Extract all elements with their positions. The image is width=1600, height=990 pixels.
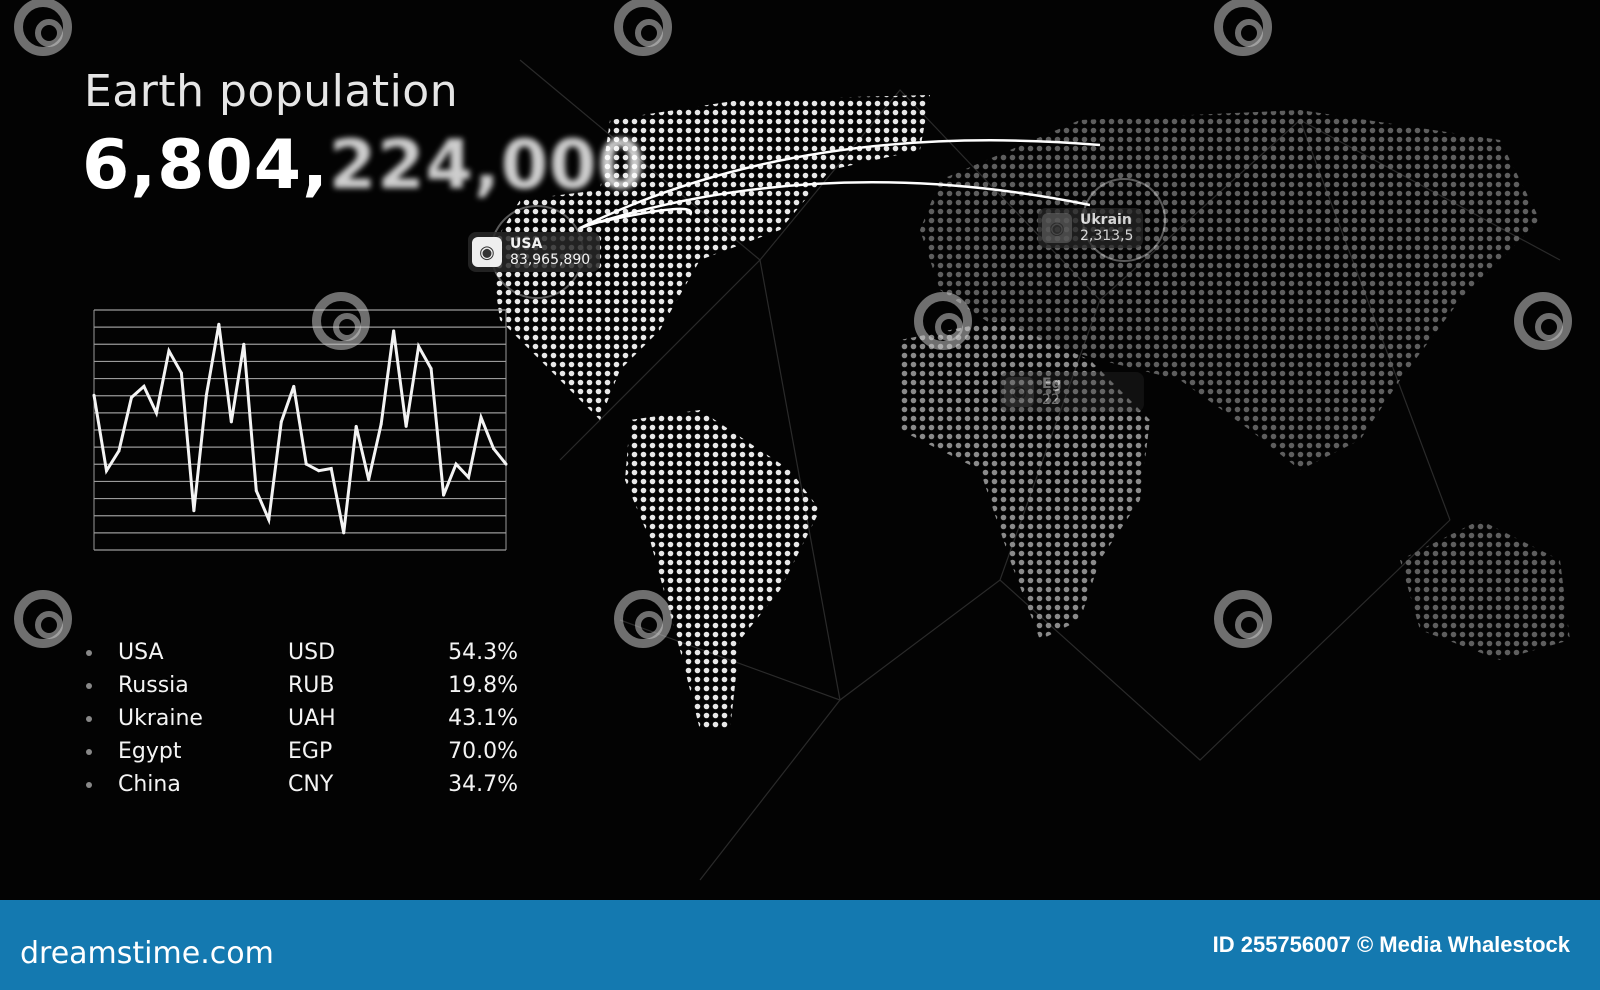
dreamstime-logo[interactable]: dreamstime.com — [20, 936, 274, 971]
table-row: Egypt EGP 70.0% — [82, 735, 522, 768]
bullet-icon — [86, 649, 92, 656]
north-america — [490, 95, 930, 420]
data-point — [267, 518, 271, 522]
currency-table: USA USD 54.3% Russia RUB 19.8% Ukraine UAH 43.1%… — [82, 636, 522, 801]
population-line-chart — [92, 309, 508, 551]
data-point — [442, 493, 446, 497]
population-counter: 6,804,224,000 — [82, 126, 646, 205]
percent: 19.8% — [448, 673, 518, 698]
data-point — [329, 467, 333, 471]
series-line — [92, 323, 508, 534]
europe-asia — [920, 110, 1540, 470]
connection-arcs — [579, 139, 1101, 230]
globe-icon: ◉ — [472, 237, 502, 267]
watermark-icon — [1514, 292, 1572, 350]
data-point — [254, 489, 258, 493]
table-row: Russia RUB 19.8% — [82, 669, 522, 702]
data-point — [454, 462, 458, 466]
data-point — [104, 469, 108, 473]
bullet-icon — [86, 748, 92, 755]
data-point — [229, 420, 233, 424]
counter-rolling-digits: 224,000 — [328, 126, 646, 205]
counter-main: 6,804, — [82, 126, 329, 205]
data-point — [317, 469, 321, 473]
data-point — [367, 478, 371, 482]
data-point — [392, 329, 396, 333]
data-point — [292, 384, 296, 388]
table-row: Ukraine UAH 43.1% — [82, 702, 522, 735]
percent: 70.0% — [448, 739, 518, 764]
south-america — [625, 410, 820, 730]
data-point — [504, 462, 508, 466]
data-point — [417, 344, 421, 348]
data-point — [167, 349, 171, 353]
data-point — [467, 475, 471, 479]
percent: 34.7% — [448, 772, 518, 797]
country: China — [118, 772, 181, 797]
label-name: USA — [510, 236, 543, 252]
data-point — [354, 424, 358, 428]
australia — [1400, 520, 1570, 660]
label-value: 83,965,890 — [510, 252, 591, 268]
globe-icon: ◉ — [1004, 377, 1034, 407]
watermark-icon — [614, 0, 672, 56]
data-point — [304, 462, 308, 466]
currency: EGP — [288, 739, 333, 764]
table-row: China CNY 34.7% — [82, 768, 522, 801]
currency: CNY — [288, 772, 334, 797]
label-value: 22 — [1042, 392, 1060, 408]
data-point — [492, 447, 496, 451]
watermark-icon — [1214, 590, 1272, 648]
label-value: 2,313,5 — [1080, 228, 1134, 244]
currency: UAH — [288, 706, 336, 731]
data-point — [242, 342, 246, 346]
country: Egypt — [118, 739, 182, 764]
watermark-icon — [14, 590, 72, 648]
watermark-icon — [1214, 0, 1272, 56]
data-point — [404, 424, 408, 428]
label-name: Ukrain — [1080, 212, 1132, 228]
country: Ukraine — [118, 706, 203, 731]
map-label-ukraine[interactable]: ◉ Ukrain 2,313,5 — [1038, 208, 1144, 248]
data-point — [192, 509, 196, 513]
map-label-usa[interactable]: ◉ USA 83,965,890 — [468, 232, 601, 272]
africa — [900, 320, 1150, 640]
data-point — [154, 411, 158, 415]
bullet-icon — [86, 781, 92, 788]
country: USA — [118, 640, 164, 665]
data-point — [129, 395, 133, 399]
table-row: USA USD 54.3% — [82, 636, 522, 669]
data-point — [217, 322, 221, 326]
watermark-icon — [914, 292, 972, 350]
data-point — [92, 393, 96, 397]
data-point — [179, 371, 183, 375]
data-point — [204, 393, 208, 397]
bullet-icon — [86, 682, 92, 689]
globe-icon: ◉ — [1042, 213, 1072, 243]
currency: USD — [288, 640, 336, 665]
page-title: Earth population — [84, 66, 459, 117]
percent: 43.1% — [448, 706, 518, 731]
map-label-egypt[interactable]: ◉ Eg 22 — [1000, 372, 1144, 412]
percent: 54.3% — [448, 640, 518, 665]
bullet-icon — [86, 715, 92, 722]
data-point — [142, 384, 146, 388]
footer-bar: dreamstime.com ID 255756007 © Media Whal… — [0, 900, 1600, 990]
data-point — [279, 420, 283, 424]
currency: RUB — [288, 673, 335, 698]
data-point — [479, 415, 483, 419]
data-point — [429, 367, 433, 371]
data-point — [379, 422, 383, 426]
country: Russia — [118, 673, 189, 698]
data-point — [342, 531, 346, 535]
watermark-icon — [614, 590, 672, 648]
world-map — [92, 59, 1570, 881]
watermark-icon — [312, 292, 370, 350]
label-name: Eg — [1042, 376, 1062, 392]
data-point — [117, 449, 121, 453]
watermark-icon — [14, 0, 72, 56]
infographic-stage: Earth population 6,804,224,000 ◉ USA 83,9… — [14, 0, 1572, 881]
image-credit: ID 255756007 © Media Whalestock — [1212, 932, 1570, 957]
